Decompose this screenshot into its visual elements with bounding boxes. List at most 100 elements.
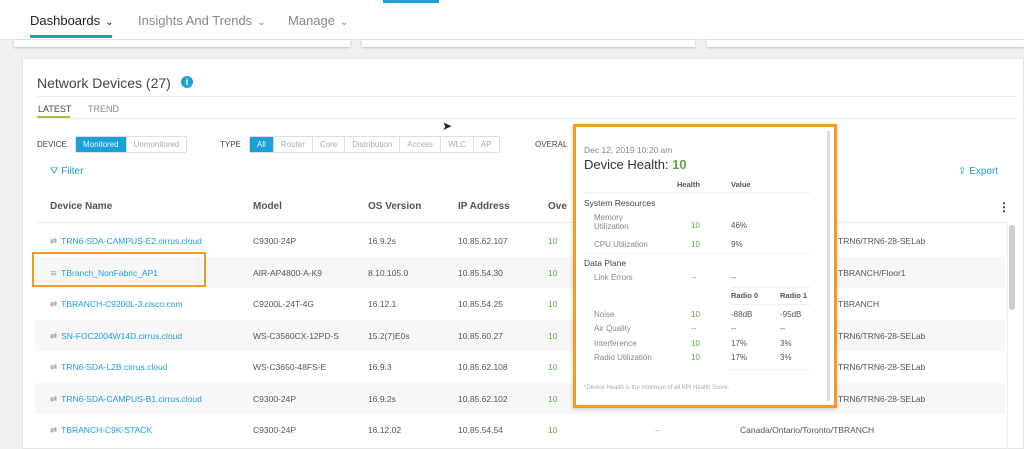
popover-date: Dec 12, 2019 10:20 am [584,145,673,155]
col-model[interactable]: Model [253,201,282,212]
device-toggle: Monitored Unmonitored [75,136,188,153]
location-cell: Canada/Ontario/Toronto/TBRANCH [740,425,875,435]
ip-address-cell: 10.85.62.102 [458,393,508,404]
info-icon[interactable]: i [181,76,193,88]
device-name: TBranch_NonFabric_AP1 [61,267,158,278]
chevron-down-icon: ⌄ [339,17,349,28]
device-unmonitored[interactable]: Unmonitored [125,137,187,152]
device-label: DEVICE [37,140,67,149]
health-cell: 10 [548,267,558,278]
device-name-link[interactable]: ⇄ TRN6-SDA-CAMPUS-E2.cirrus.cloud [50,236,202,247]
device-name-link[interactable]: ⇄ TBRANCH-C9K-STACK [50,425,152,436]
wifi-icon: ≋ [50,267,58,278]
summary-card [362,40,695,47]
more-options-icon[interactable]: ⋮ [998,200,1010,214]
table-row[interactable]: ⇄ SN-FOC2004W14D.cirrus.cloud WS-C3560CX-… [35,319,1005,351]
divider [731,287,810,288]
col-radio-1: Radio 1 [780,291,808,300]
table-row[interactable]: ⇄ TRN6-SDA-CAMPUS-E2.cirrus.cloud C9300-2… [35,225,1005,256]
type-all[interactable]: All [250,137,273,152]
os-version-cell: 16.9.2s [368,236,396,246]
table-row[interactable]: ⇄ TRN6-SDA-L2B.cirrus.cloud WS-C3650-48FS… [35,351,1005,382]
popover-scrollbar[interactable] [827,131,830,401]
health-cell: 10 [548,299,558,309]
location-cell: TBRANCH [838,299,880,309]
ip-address-cell: 10.85.54.25 [458,299,503,309]
col-ip-address[interactable]: IP Address [458,201,510,212]
popover-footnote: *Device Health is the minimum of all KPI… [584,385,730,391]
model-cell: WS-C3650-48FS-E [253,362,327,372]
device-name: TRN6-SDA-L2B.cirrus.cloud [61,362,168,372]
filter-label: Filter [61,166,84,177]
link-errors-value: -- [731,273,737,282]
type-router[interactable]: Router [272,137,312,152]
chevron-down-icon: ⌄ [257,17,266,28]
active-subtab-underline [37,116,70,118]
col-device-name[interactable]: Device Name [50,201,113,212]
popover-title: Device Health: 10 [584,157,687,172]
table-row[interactable]: ⇄ TBRANCH-C9200L-3.cisco.com C9200L-24T-4… [35,288,1005,319]
section-title: Network Devices (27) [37,75,171,91]
type-wlc[interactable]: WLC [440,137,473,152]
type-access[interactable]: Access [399,137,440,152]
scrollbar-thumb[interactable] [1009,225,1015,310]
noise-radio1: -95dB [780,310,802,319]
type-ap[interactable]: AP [472,137,499,152]
type-toggle: All Router Core Distribution Access WLC … [249,136,500,153]
switch-icon: ⇄ [50,236,58,246]
device-monitored[interactable]: Monitored [76,137,126,152]
type-distribution[interactable]: Distribution [344,137,399,152]
tab-label: Insights And Trends [138,13,253,28]
table-row[interactable]: ⇄ TBRANCH-C9K-STACK C9300-24P 16.12.02 10… [35,414,1005,445]
tab-insights-and-trends[interactable]: Insights And Trends ⌄ [138,13,266,28]
noise-label: Noise [594,310,615,319]
location-cell: TRN6/TRN6-28-SELab [838,362,926,372]
os-version-cell: 16.12.02 [368,425,402,435]
memory-label: Memory Utilization [594,213,629,231]
export-icon: ⇪ [958,166,970,177]
device-name-link[interactable]: ⇄ TBRANCH-C9200L-3.cisco.com [50,299,183,310]
health-score: 10 [672,157,687,172]
table-row[interactable]: ≋ TBranch_NonFabric_AP1 AIR-AP4800-A-K9 8… [35,256,1005,288]
mouse-cursor-icon: ➤ [442,119,453,133]
radio-utilization-label: Radio Utilization [594,353,652,362]
health-cell: 10 [548,362,558,372]
col-health: Health [677,180,700,189]
model-cell: C9200L-24T-4G [253,299,314,309]
scrollbar-track [1007,222,1017,449]
health-cell: 10 [548,236,558,246]
switch-icon: ⇄ [50,330,58,341]
health-cell: 10 [548,393,558,404]
chevron-down-icon: ⌄ [105,17,114,28]
ip-address-cell: 10.85.60.27 [458,330,503,341]
type-core[interactable]: Core [311,137,344,152]
device-name-link[interactable]: ⇄ TRN6-SDA-CAMPUS-B1.cirrus.cloud [50,394,202,405]
location-cell: TRN6/TRN6-28-SELab [838,393,926,404]
interference-radio0: 17% [731,339,748,348]
filter-button[interactable]: ⛛ Filter [50,166,83,177]
tab-trend[interactable]: TREND [88,104,119,114]
table-row[interactable]: ⇄ TRN6-SDA-CAMPUS-B1.cirrus.cloud C9300-2… [35,382,1005,414]
data-plane-heading: Data Plane [584,258,627,268]
divider [584,192,810,193]
col-overall-health[interactable]: Ove [548,201,567,212]
export-button[interactable]: ⇪ Export [958,166,998,177]
tab-latest[interactable]: LATEST [38,104,72,114]
col-os-version[interactable]: OS Version [368,201,422,212]
ip-address-cell: 10.85.62.107 [458,236,508,246]
device-name: TBRANCH-C9200L-3.cisco.com [61,299,183,309]
interference-health: 10 [691,339,700,348]
device-name-link[interactable]: ⇄ TRN6-SDA-L2B.cirrus.cloud [50,362,167,373]
device-name-link[interactable]: ≋ TBranch_NonFabric_AP1 [50,268,158,279]
os-version-cell: 8.10.105.0 [368,267,409,278]
tab-manage[interactable]: Manage ⌄ [288,13,348,28]
device-health-popover: Dec 12, 2019 10:20 am Device Health: 10 … [573,124,837,408]
tab-label: Dashboards [30,13,101,28]
tab-dashboards[interactable]: Dashboards ⌄ [30,13,114,28]
summary-card [14,40,350,47]
switch-icon: ⇄ [50,425,58,435]
device-name-link[interactable]: ⇄ SN-FOC2004W14D.cirrus.cloud [50,331,182,342]
type-label: TYPE [220,140,241,149]
memory-value: 46% [731,221,748,230]
title-label: Device Health: [584,157,669,172]
